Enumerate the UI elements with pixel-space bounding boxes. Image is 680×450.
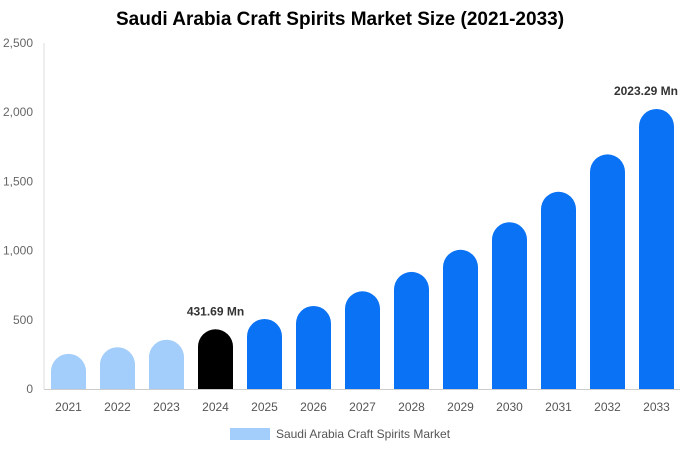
x-tick-label: 2023: [153, 400, 180, 414]
x-tick-label: 2029: [447, 400, 474, 414]
data-label-2033: 2023.29 Mn: [614, 84, 678, 98]
x-tick-label: 2021: [55, 400, 82, 414]
y-tick-label: 0: [26, 382, 33, 396]
bar-2030: [492, 222, 527, 389]
x-tick-label: 2025: [251, 400, 278, 414]
bar-2024: [198, 329, 233, 389]
bar-2032: [590, 154, 625, 389]
x-tick-label: 2028: [398, 400, 425, 414]
x-tick-label: 2026: [300, 400, 327, 414]
x-tick-label: 2024: [202, 400, 229, 414]
x-tick-label: 2031: [545, 400, 572, 414]
legend-label: Saudi Arabia Craft Spirits Market: [275, 426, 451, 441]
bar-2021: [51, 353, 86, 389]
legend: Saudi Arabia Craft Spirits Market: [0, 426, 680, 441]
y-tick-label: 1,500: [3, 174, 33, 188]
bar-2031: [541, 191, 576, 389]
x-tick-label: 2033: [643, 400, 670, 414]
legend-swatch: [229, 427, 270, 440]
y-axis: 0 500 1,000 1,500 2,000 2,500: [3, 36, 45, 396]
bar-2029: [443, 249, 478, 389]
y-tick-label: 1,000: [3, 244, 33, 258]
bar-2028: [394, 271, 429, 389]
data-label-2024: 431.69 Mn: [187, 304, 244, 318]
bar-2026: [296, 305, 331, 389]
bar-2027: [345, 291, 380, 389]
chart-title: Saudi Arabia Craft Spirits Market Size (…: [115, 9, 565, 30]
y-tick-label: 2,000: [3, 105, 33, 119]
bar-2022: [100, 347, 135, 389]
bar-2023: [149, 339, 184, 389]
x-tick-label: 2027: [349, 400, 376, 414]
x-tick-label: 2030: [496, 400, 523, 414]
x-tick-label: 2032: [594, 400, 621, 414]
y-tick-label: 2,500: [3, 36, 33, 50]
y-tick-label: 500: [13, 313, 33, 327]
data-labels: 431.69 Mn 2023.29 Mn: [187, 84, 678, 318]
bar-2025: [247, 318, 282, 389]
bar-2033: [639, 108, 674, 390]
x-axis: 2021 2022 2023 2024 2025 2026 2027 2028 2029 2030…: [44, 389, 680, 414]
x-tick-label: 2022: [104, 400, 131, 414]
bars: [51, 108, 674, 390]
